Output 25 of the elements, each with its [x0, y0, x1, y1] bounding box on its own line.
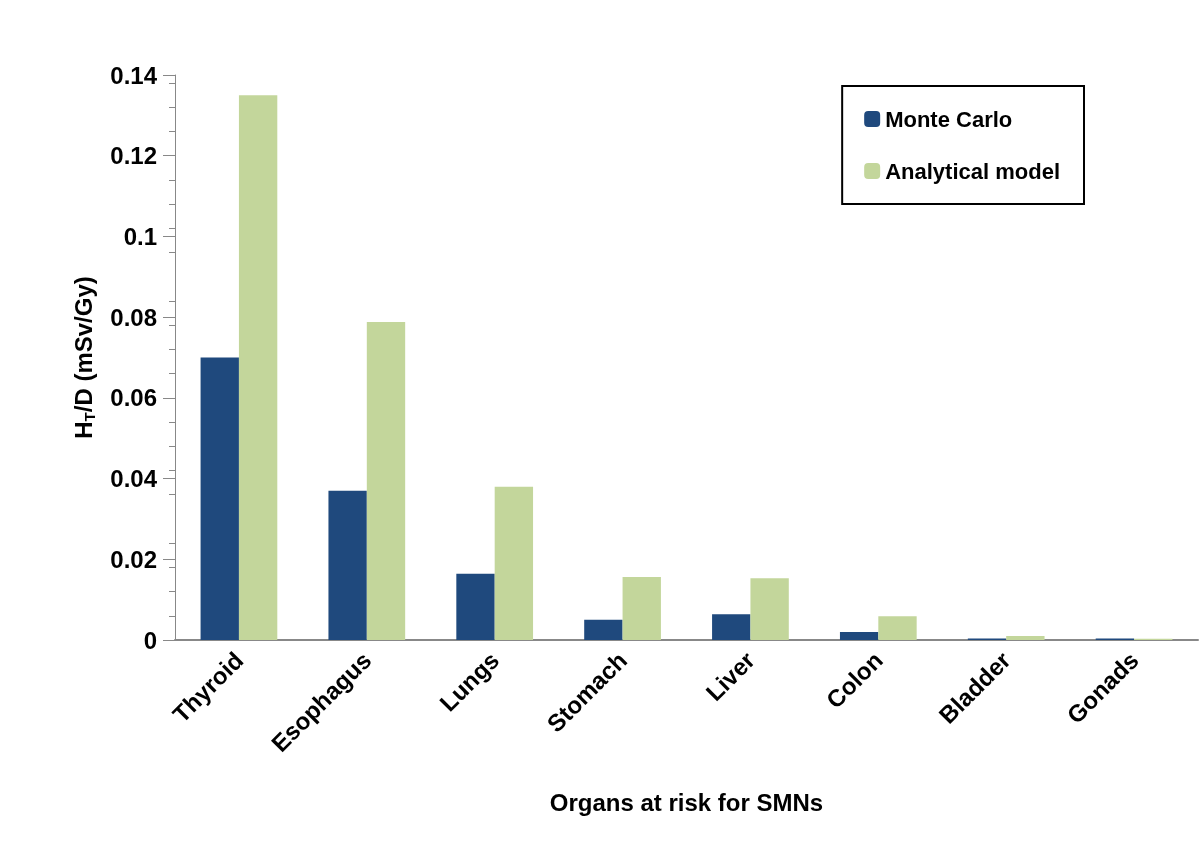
bar: [494, 486, 534, 640]
y-tick-label: 0.14: [110, 61, 158, 89]
bar: [238, 95, 278, 640]
y-tick-label: 0.08: [110, 303, 157, 331]
y-tick-label: 0: [143, 626, 157, 654]
bar: [328, 490, 367, 640]
y-tick-label: 0.12: [110, 142, 157, 170]
y-tick-label: 0.06: [110, 384, 157, 412]
bar: [712, 614, 751, 640]
x-axis-title: Organs at risk for SMNs: [549, 788, 824, 816]
bar: [750, 578, 789, 640]
bar: [584, 619, 623, 640]
legend-label: Monte Carlo: [885, 106, 1013, 132]
bar: [200, 357, 239, 640]
y-tick-label: 0.02: [110, 545, 157, 573]
y-tick-label: 0.04: [110, 465, 158, 493]
bar: [622, 577, 661, 640]
y-tick-label: 0.1: [123, 222, 157, 250]
y-axis-title: HT/D (mSv/Gy): [70, 276, 98, 439]
bar: [366, 321, 406, 640]
bar: [456, 573, 495, 640]
bar: [878, 616, 917, 640]
bar: [1006, 635, 1045, 640]
bar: [839, 631, 879, 640]
legend-label: Analytical model: [885, 158, 1061, 184]
